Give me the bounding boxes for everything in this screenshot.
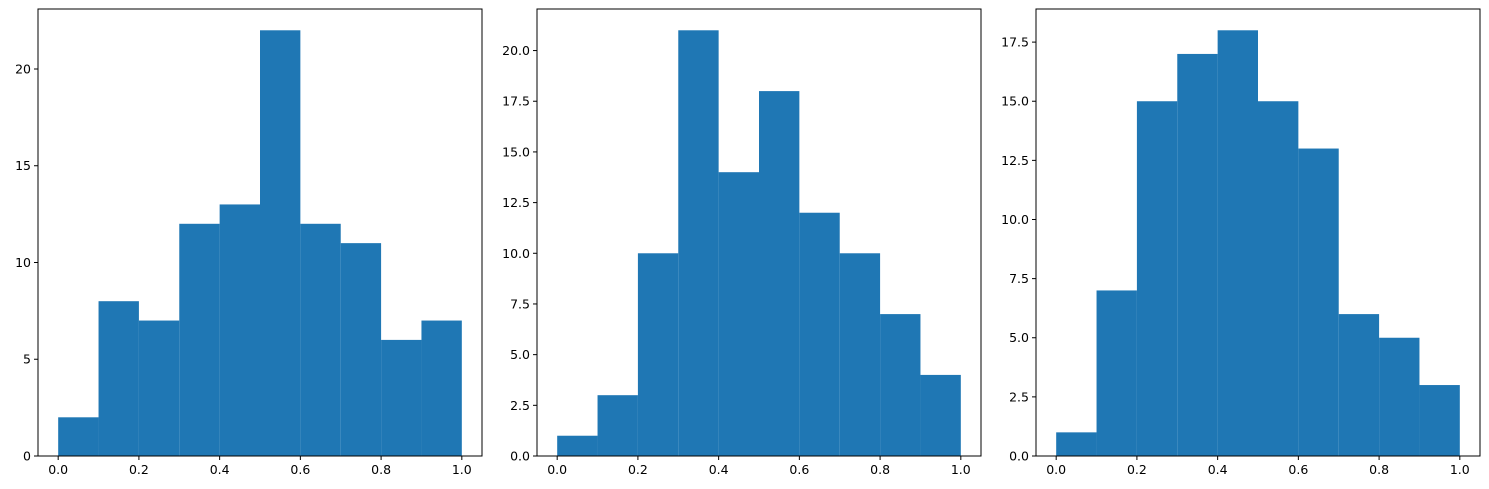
y-tick-label: 2.5 — [1009, 389, 1029, 404]
histogram-bar — [839, 253, 881, 456]
histogram-bar — [718, 172, 759, 456]
y-tick-label: 10.0 — [1001, 212, 1029, 227]
x-tick-label: 0.0 — [1046, 462, 1066, 477]
y-tick-label: 17.5 — [502, 94, 530, 109]
y-tick-label: 15.0 — [502, 144, 530, 159]
histogram-panel-3: 0.0 0.2 0.4 0.6 0.8 1.0 0.0 2.5 5.0 7.5 10.0 12.5 15… — [1001, 8, 1481, 477]
x-tick-label: 0.2 — [129, 462, 149, 477]
x-tick-label: 0.6 — [290, 462, 310, 477]
y-tick-label: 15.0 — [1001, 94, 1029, 109]
histogram-bar — [678, 30, 719, 457]
histogram-bar — [421, 320, 462, 456]
histogram-bar — [920, 374, 961, 456]
histogram-panel-2: 0.0 0.2 0.4 0.6 0.8 1.0 0.0 2.5 5.0 7.5 10.0 12.5 15… — [502, 8, 982, 477]
histogram-bar — [557, 435, 598, 456]
y-tick-label: 12.5 — [502, 195, 530, 210]
histogram-bar — [1419, 385, 1460, 456]
x-tick-label: 0.2 — [1127, 462, 1147, 477]
x-tick-label: 0.8 — [870, 462, 890, 477]
histogram-bar — [597, 395, 638, 456]
axes-frame — [37, 8, 483, 457]
histogram-bar — [1258, 101, 1299, 456]
histogram-bar — [179, 223, 220, 456]
y-tick-label: 15 — [15, 158, 31, 173]
y-tick-label: 5.0 — [1009, 330, 1029, 345]
histogram-bar — [880, 314, 921, 456]
x-tick-label: 0.6 — [1288, 462, 1308, 477]
x-tick-label: 0.2 — [628, 462, 648, 477]
histogram-bar — [58, 417, 99, 456]
y-tick-label: 10.0 — [502, 246, 530, 261]
x-tick-label: 0.0 — [48, 462, 68, 477]
y-tick-label: 7.5 — [510, 296, 530, 311]
y-tick-label: 17.5 — [1001, 35, 1029, 50]
y-tick-label: 5 — [23, 352, 31, 367]
y-tick-label: 20 — [15, 61, 31, 76]
x-tick-label: 0.4 — [709, 462, 729, 477]
y-tick-label: 20.0 — [502, 43, 530, 58]
histogram-bar — [340, 243, 382, 456]
x-tick-label: 0.6 — [789, 462, 809, 477]
y-tick-label: 12.5 — [1001, 153, 1029, 168]
histogram-bar — [759, 91, 800, 456]
y-tick-label: 0.0 — [1009, 449, 1029, 464]
histogram-bar — [300, 223, 341, 456]
histogram-bar — [138, 320, 180, 456]
histogram-panel-1: 0.0 0.2 0.4 0.6 0.8 1.0 0 5 10 15 20 — [15, 8, 483, 477]
histogram-bar — [1217, 30, 1258, 457]
y-tick-label: 5.0 — [510, 347, 530, 362]
histogram-bar — [1056, 432, 1097, 456]
y-tick-label: 2.5 — [510, 398, 530, 413]
x-tick-label: 0.4 — [210, 462, 230, 477]
histogram-bar — [260, 30, 301, 457]
histogram-bar — [637, 253, 679, 456]
x-tick-label: 0.8 — [1369, 462, 1389, 477]
x-tick-label: 0.8 — [371, 462, 391, 477]
histogram-bar — [799, 212, 840, 456]
histogram-bar — [1379, 337, 1420, 456]
y-tick-label: 7.5 — [1009, 271, 1029, 286]
y-tick-label: 0 — [23, 449, 31, 464]
x-tick-label: 0.4 — [1208, 462, 1228, 477]
histogram-bar — [1096, 290, 1137, 456]
axes-frame — [1035, 8, 1481, 457]
axes-frame — [536, 8, 982, 457]
histogram-bar — [219, 204, 260, 456]
y-tick-label: 0.0 — [510, 449, 530, 464]
histogram-bar — [1136, 101, 1178, 456]
histogram-bar — [98, 301, 139, 456]
x-tick-label: 1.0 — [951, 462, 971, 477]
histogram-bar — [1298, 148, 1339, 457]
histogram-bar — [381, 339, 422, 456]
y-tick-label: 10 — [15, 255, 31, 270]
histogram-bar — [1338, 314, 1380, 456]
histogram-bar — [1177, 53, 1218, 456]
x-tick-label: 1.0 — [452, 462, 472, 477]
x-tick-label: 0.0 — [547, 462, 567, 477]
x-tick-label: 1.0 — [1450, 462, 1470, 477]
